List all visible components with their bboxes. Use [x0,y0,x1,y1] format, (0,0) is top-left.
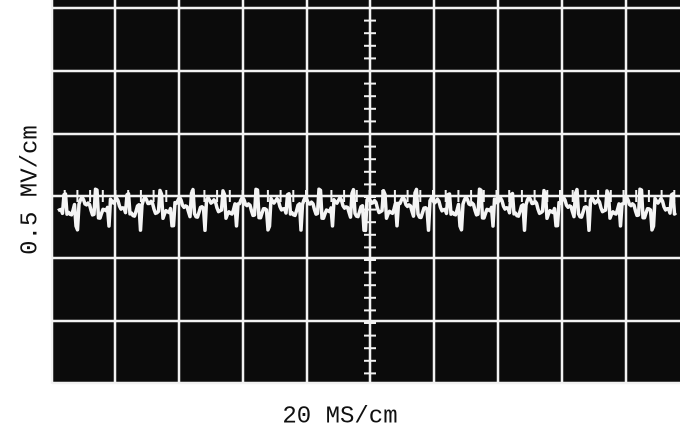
waveform-trace [57,187,678,233]
center-axis-ticks [51,7,676,375]
y-axis-label: 0.5 MV/cm [17,125,44,255]
x-axis-label: 20 MS/cm [282,403,397,430]
